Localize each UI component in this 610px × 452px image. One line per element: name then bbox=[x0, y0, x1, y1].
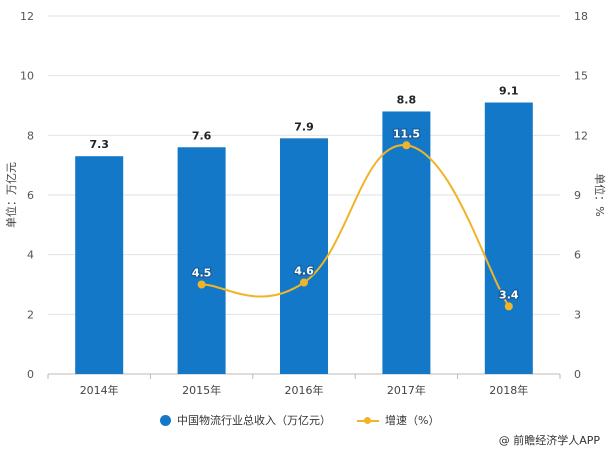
growth-value-label: 4.5 bbox=[192, 267, 212, 280]
x-tick-label: 2018年 bbox=[489, 383, 528, 397]
bar bbox=[484, 102, 533, 375]
growth-point bbox=[504, 302, 513, 311]
bar-value-label: 7.3 bbox=[89, 138, 109, 151]
bar-value-label: 7.6 bbox=[192, 129, 212, 142]
legend: 中国物流行业总收入（万亿元） 增速（%） bbox=[160, 412, 465, 428]
bar-data-labels: 7.3 7.6 7.9 8.8 9.1 bbox=[89, 85, 518, 152]
growth-value-label: 11.5 bbox=[393, 127, 420, 140]
left-tick-label: 0 bbox=[27, 368, 34, 381]
left-tick-label: 2 bbox=[27, 308, 34, 321]
legend-item-growth[interactable]: 增速（%） bbox=[357, 412, 439, 428]
x-axis-ticks: 2014年 2015年 2016年 2017年 2018年 bbox=[47, 374, 561, 397]
left-axis-ticks: 0 2 4 6 8 10 12 bbox=[20, 10, 34, 381]
bar bbox=[382, 111, 431, 374]
bar-value-label: 7.9 bbox=[294, 120, 314, 133]
right-tick-label: 9 bbox=[574, 189, 581, 202]
bar-value-label: 8.8 bbox=[397, 93, 417, 106]
growth-points bbox=[197, 141, 513, 311]
growth-point bbox=[197, 280, 206, 289]
legend-line-icon bbox=[357, 415, 379, 426]
right-tick-label: 3 bbox=[574, 308, 581, 321]
x-tick-label: 2017年 bbox=[387, 383, 426, 397]
right-tick-label: 12 bbox=[574, 129, 588, 142]
x-tick-label: 2014年 bbox=[80, 383, 119, 397]
x-tick-label: 2016年 bbox=[285, 383, 324, 397]
right-tick-label: 6 bbox=[574, 249, 581, 262]
growth-point bbox=[402, 141, 411, 150]
growth-value-label: 3.4 bbox=[499, 288, 519, 301]
bar-value-label: 9.1 bbox=[499, 85, 519, 98]
legend-dot-icon bbox=[160, 414, 171, 426]
bar bbox=[280, 138, 328, 374]
source-credit: @ 前瞻经济学人APP bbox=[498, 434, 600, 447]
growth-point bbox=[300, 278, 308, 287]
left-tick-label: 8 bbox=[27, 129, 34, 142]
growth-data-labels: 4.5 4.6 11.5 3.4 bbox=[191, 126, 521, 303]
left-axis-title: 单位：万亿元 bbox=[4, 162, 18, 228]
growth-line bbox=[201, 144, 510, 307]
right-axis-ticks: 0 3 6 9 12 15 18 bbox=[574, 10, 588, 381]
right-tick-label: 18 bbox=[574, 10, 588, 23]
legend-label-revenue: 中国物流行业总收入（万亿元） bbox=[177, 414, 331, 427]
bar bbox=[75, 156, 124, 374]
right-tick-label: 15 bbox=[574, 70, 588, 83]
right-tick-label: 0 bbox=[574, 368, 581, 381]
left-tick-label: 12 bbox=[20, 10, 34, 23]
bar bbox=[177, 147, 226, 374]
growth-value-label: 4.6 bbox=[294, 265, 314, 278]
legend-label-growth: 增速（%） bbox=[385, 414, 440, 427]
legend-item-revenue[interactable]: 中国物流行业总收入（万亿元） bbox=[160, 412, 331, 428]
right-axis-title: 单位：% bbox=[593, 173, 607, 216]
bar-series bbox=[75, 102, 533, 375]
left-tick-label: 4 bbox=[27, 249, 34, 262]
chart: 0 2 4 6 8 10 12 0 3 6 9 12 15 18 7.3 7.6 7.9 8.8 9.1 201… bbox=[4, 10, 607, 397]
left-tick-label: 6 bbox=[27, 189, 34, 202]
left-tick-label: 10 bbox=[20, 70, 34, 83]
x-tick-label: 2015年 bbox=[182, 383, 221, 397]
